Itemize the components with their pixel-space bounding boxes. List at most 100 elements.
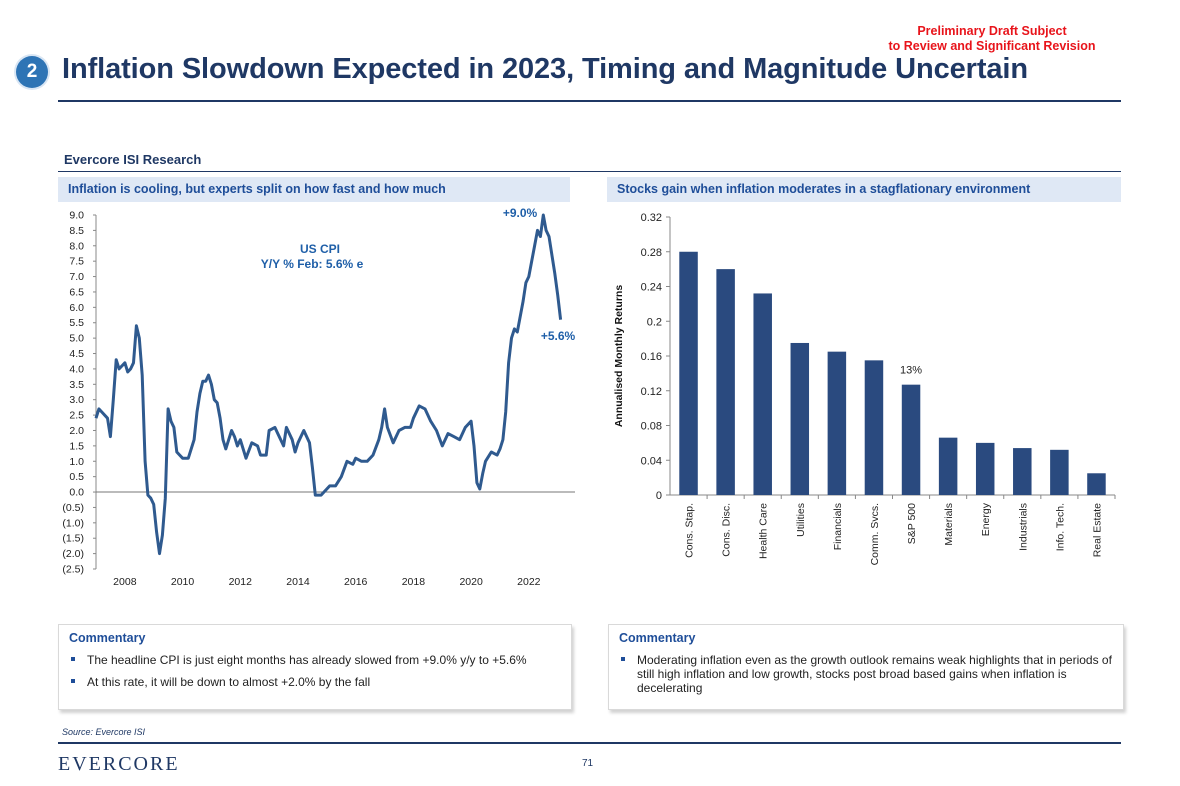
bar-materials [938,437,958,495]
y-tick-label: 8.5 [69,225,84,237]
draft-notice: Preliminary Draft Subject to Review and … [872,24,1112,54]
y-tick-label: (1.5) [62,533,84,545]
bar-health-care [753,293,772,495]
right-commentary-box: Commentary Moderating inflation even as … [608,624,1124,710]
y-tick-label: 0 [656,490,662,502]
page-number: 71 [582,758,594,769]
footer-divider [58,742,1121,744]
y-tick-label: 0.08 [641,421,662,433]
x-tick-label: 2012 [229,576,253,588]
title-divider [58,100,1121,102]
y-tick-label: 0.2 [647,316,662,328]
x-tick-label: Comm. Svcs. [869,503,881,565]
left-commentary-text-2: At this rate, it will be down to almost … [87,675,371,689]
y-tick-label: 6.5 [69,286,84,298]
x-tick-label: Real Estate [1091,503,1103,557]
y-tick-label: (1.0) [62,517,84,529]
y-tick-label: (2.5) [62,564,84,576]
chart-title: US CPI [300,242,340,256]
cpi-series-line [94,213,563,556]
left-panel-header: Inflation is cooling, but experts split … [58,177,570,202]
x-tick-label: 2018 [402,576,426,588]
section-label: Evercore ISI Research [64,152,202,167]
draft-notice-line1: Preliminary Draft Subject [917,24,1067,38]
y-tick-label: 5.0 [69,333,84,345]
y-tick-label: (2.0) [62,548,84,560]
y-tick-label: 1.0 [69,456,84,468]
y-tick-label: 8.0 [69,240,84,252]
x-tick-label: 2016 [344,576,368,588]
bar-real-estate [1087,473,1106,495]
x-tick-label: Energy [980,502,992,536]
bar-info-tech- [1050,449,1069,495]
chart-subtitle: Y/Y % Feb: 5.6% e [261,257,364,271]
y-tick-label: 3.5 [69,379,84,391]
y-tick-label: 0.24 [641,282,662,294]
section-divider [58,171,1121,172]
left-commentary-title: Commentary [69,631,146,645]
x-tick-label: 2014 [286,576,310,588]
right-commentary-item: Moderating inflation even as the growth … [619,653,1113,695]
right-commentary-text-1: Moderating inflation even as the growth … [637,653,1112,695]
x-tick-label: Cons. Disc. [721,503,733,557]
x-tick-label: Industrials [1017,503,1029,551]
y-tick-label: 1.5 [69,440,84,452]
y-tick-label: 7.5 [69,256,84,268]
left-commentary-list: The headline CPI is just eight months ha… [69,653,561,689]
y-tick-label: 7.0 [69,271,84,283]
x-tick-label: Info. Tech. [1054,503,1066,551]
source-note: Source: Evercore ISI [62,727,146,737]
left-commentary-text-1: The headline CPI is just eight months ha… [87,653,527,667]
y-tick-label: 3.0 [69,394,84,406]
draft-notice-line2: to Review and Significant Revision [888,39,1096,53]
left-commentary-item: The headline CPI is just eight months ha… [69,653,561,667]
evercore-logo: EVERCORE [58,753,180,775]
x-tick-label: S&P 500 [906,503,918,544]
x-tick-label: Financials [832,503,844,550]
y-tick-label: 4.0 [69,363,84,375]
y-tick-label: 0.0 [69,487,84,499]
bullet-icon [71,679,75,683]
bar-data-label: 13% [900,365,922,377]
y-tick-label: 0.04 [641,455,662,467]
right-commentary-title: Commentary [619,631,696,645]
y-tick-label: 0.5 [69,471,84,483]
y-tick-label: 2.0 [69,425,84,437]
right-panel-header: Stocks gain when inflation moderates in … [607,177,1121,202]
bar-cons-stap- [679,251,698,495]
y-tick-label: 0.32 [641,212,662,224]
bar-comm-svcs- [864,360,884,495]
bar-cons-disc- [716,269,735,495]
page-title: Inflation Slowdown Expected in 2023, Tim… [62,53,1028,85]
bar-s-p-500 [901,384,921,495]
y-tick-label: 5.5 [69,317,84,329]
y-tick-label: 9.0 [69,210,84,222]
bar-financials [827,351,847,495]
x-tick-label: Utilities [795,503,807,537]
y-tick-label: 6.0 [69,302,84,314]
y-tick-label: (0.5) [62,502,84,514]
x-tick-label: Health Care [758,503,770,559]
bar-utilities [790,342,810,495]
peak-annotation: +9.0% [503,206,538,220]
x-tick-label: 2010 [171,576,195,588]
x-tick-label: Cons. Stap. [684,503,696,558]
bar-industrials [1013,448,1032,495]
bar-energy [975,442,995,495]
bullet-icon [621,657,625,661]
y-axis-label: Annualised Monthly Returns [613,285,625,428]
latest-annotation: +5.6% [541,329,576,343]
cpi-line-chart: 9.0 8.5 8.0 7.5 7.0 6.5 6.0 5.5 5.0 4.5 4.0 3.5 3.0 2… [62,206,576,588]
left-commentary-box: Commentary The headline CPI is just eigh… [58,624,572,710]
x-tick-label: 2020 [459,576,483,588]
x-tick-label: Materials [943,503,955,546]
y-tick-label: 2.5 [69,410,84,422]
bullet-icon [71,657,75,661]
x-tick-label: 2022 [517,576,541,588]
x-tick-label: 2008 [113,576,137,588]
y-tick-label: 4.5 [69,348,84,360]
right-commentary-list: Moderating inflation even as the growth … [619,653,1113,695]
y-tick-label: 0.16 [641,351,662,363]
section-number-badge: 2 [16,56,48,88]
y-tick-label: 0.12 [641,386,662,398]
